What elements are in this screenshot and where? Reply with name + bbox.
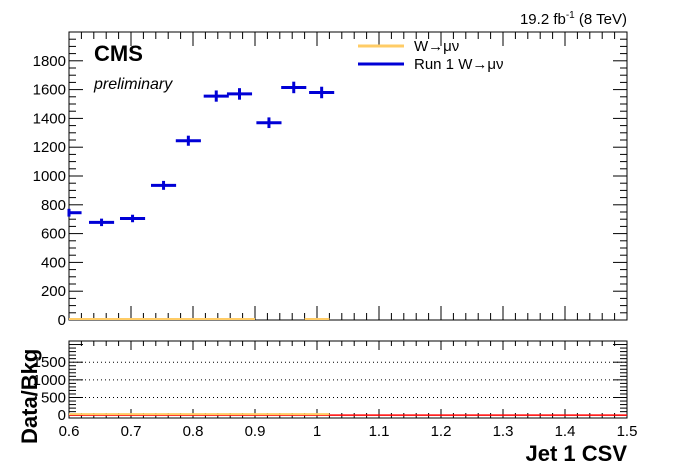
x-axis-title: Jet 1 CSV (526, 441, 628, 466)
main-y-tick-label: 1200 (33, 139, 66, 156)
ratio-y-tick-label: 0 (58, 407, 66, 424)
x-tick-label: 0.8 (183, 423, 204, 440)
main-y-tick-label: 400 (41, 254, 66, 271)
ratio-y-tick-label: 1000 (33, 372, 66, 389)
x-tick-label: 1.2 (431, 423, 452, 440)
x-tick-label: 1.1 (369, 423, 390, 440)
x-tick-label: 1.3 (493, 423, 514, 440)
main-y-tick-label: 1800 (33, 53, 66, 70)
ratio-data-series (69, 413, 627, 416)
x-tick-labels: 0.6 0.7 0.8 0.9 1 1.1 1.2 1.3 1.4 1.5 (59, 423, 638, 440)
x-tick-label: 0.7 (121, 423, 142, 440)
x-tick-label: 1.4 (555, 423, 576, 440)
ratio-plot-frame (68, 340, 628, 419)
main-y-tick-label: 200 (41, 283, 66, 300)
main-y-tick-label: 1600 (33, 82, 66, 99)
main-y-tick-labels: 0 200 400 600 800 1000 1200 1400 1600 1800 (33, 53, 66, 329)
legend-label-w-mu-nu: W→μν (414, 38, 459, 55)
x-tick-label: 1 (313, 423, 321, 440)
main-y-tick-label: 600 (41, 226, 66, 243)
main-data-series (67, 81, 335, 320)
x-tick-label: 0.6 (59, 423, 80, 440)
legend-label-run1: Run 1 W→μν (414, 56, 504, 73)
ratio-y-tick-label: 500 (41, 390, 66, 407)
legend: W→μν Run 1 W→μν (358, 38, 504, 73)
ratio-y-tick-label: 1500 (33, 354, 66, 371)
ratio-y-axis-title: Data/Bkg (17, 349, 42, 444)
main-y-tick-label: 0 (58, 312, 66, 329)
experiment-label: CMS (94, 41, 143, 66)
status-label: preliminary (93, 76, 173, 93)
main-y-tick-label: 1000 (33, 168, 66, 185)
ratio-gridlines (69, 361, 627, 399)
main-y-tick-label: 1400 (33, 110, 66, 127)
main-y-tick-label: 800 (41, 197, 66, 214)
ratio-axis-ticks (68, 341, 628, 418)
x-tick-label: 0.9 (245, 423, 266, 440)
lumi-label: 19.2 fb-1 (8 TeV) (520, 10, 627, 28)
x-tick-label: 1.5 (617, 423, 638, 440)
